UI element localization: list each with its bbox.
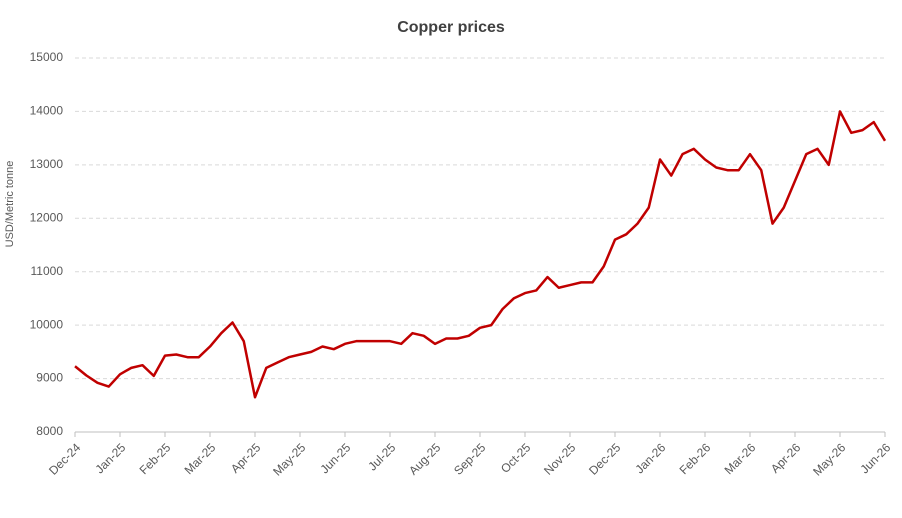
line-series <box>74 110 887 399</box>
y-tick-label: 13000 <box>30 157 64 171</box>
x-tick-label: Mar-25 <box>182 440 219 477</box>
x-tick-label: May-25 <box>270 440 308 478</box>
x-tick-label: Feb-25 <box>137 440 174 477</box>
y-axis-label: USD/Metric tonne <box>4 161 16 248</box>
y-tick-label: 9000 <box>36 371 63 385</box>
x-tick-label: Jun-25 <box>318 440 354 476</box>
x-tick-label: Aug-25 <box>406 440 443 477</box>
x-tick-label: Jun-26 <box>858 440 894 476</box>
x-tick-label: Jan-25 <box>93 440 129 476</box>
x-tick-label: Mar-26 <box>722 440 759 477</box>
y-tick-label: 8000 <box>36 424 63 438</box>
x-tick-label: Dec-25 <box>586 440 623 477</box>
x-tick-label: Jul-25 <box>365 440 398 473</box>
x-tick-label: Feb-26 <box>677 440 714 477</box>
x-tick-label: Apr-25 <box>228 440 264 476</box>
chart-title: Copper prices <box>397 19 505 36</box>
x-tick-label: Apr-26 <box>768 440 804 476</box>
y-tick-label: 14000 <box>30 104 64 118</box>
x-tick-label: Oct-25 <box>498 440 534 476</box>
x-tick-label: May-26 <box>810 440 848 478</box>
x-tick-label: Sep-25 <box>451 440 488 477</box>
x-tick-label: Jan-26 <box>633 440 669 476</box>
y-tick-label: 12000 <box>30 210 64 224</box>
y-tick-label: 11000 <box>31 264 64 278</box>
y-tick-label: 15000 <box>30 50 64 64</box>
x-tick-label: Nov-25 <box>541 440 578 477</box>
x-tick-label: Dec-24 <box>46 440 83 477</box>
y-tick-label: 10000 <box>30 317 64 331</box>
